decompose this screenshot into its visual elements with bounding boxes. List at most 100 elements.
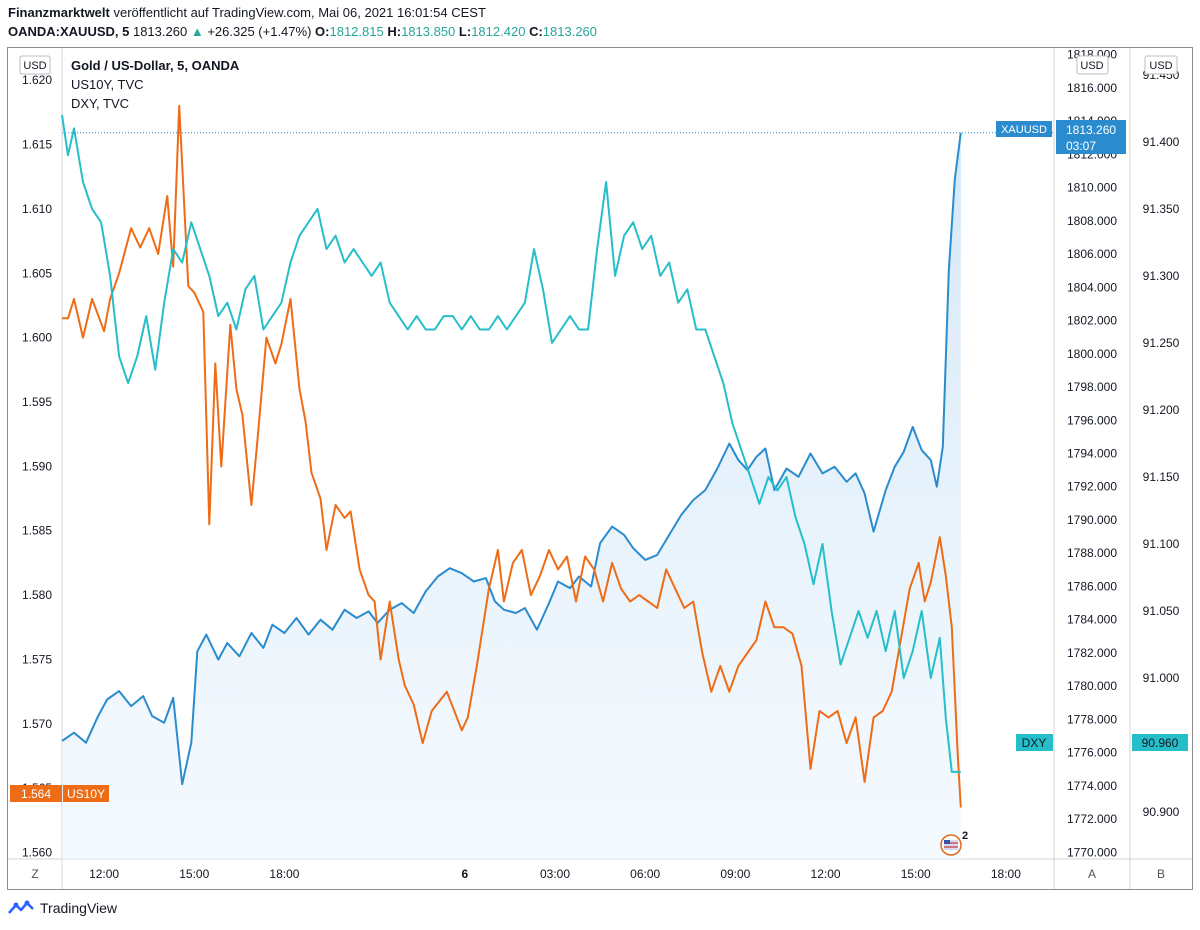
dxy-axis-tick: 91.350 xyxy=(1143,202,1180,216)
xauusd-marker-value: 1813.260 xyxy=(1066,123,1116,137)
us10y-axis-tick: 1.590 xyxy=(22,459,52,473)
us10y-axis-tick: 1.580 xyxy=(22,588,52,602)
xauusd-axis-tick: 1808.000 xyxy=(1067,214,1117,228)
dxy-axis-tick: 91.400 xyxy=(1143,135,1180,149)
low-value: 1812.420 xyxy=(471,24,526,39)
us10y-series-line[interactable] xyxy=(62,104,962,808)
change-value: +26.325 (+1.47%) xyxy=(207,24,312,39)
xauusd-axis-tick: 1810.000 xyxy=(1067,181,1117,195)
time-axis-tick: 03:00 xyxy=(540,867,570,881)
xauusd-area xyxy=(62,132,961,860)
economic-event-icon[interactable]: 2 xyxy=(940,830,968,856)
xauusd-axis-tick: 1788.000 xyxy=(1067,546,1117,560)
high-value: 1813.850 xyxy=(401,24,456,39)
xauusd-axis-tick: 1804.000 xyxy=(1067,280,1117,294)
last-price: 1813.260 xyxy=(132,24,188,39)
dxy-axis-tick: 91.300 xyxy=(1143,269,1180,283)
dxy-axis-tick: 91.150 xyxy=(1143,470,1180,484)
xauusd-axis-tick: 1782.000 xyxy=(1067,646,1117,660)
dxy-price-marker: DXY 90.960 xyxy=(1016,734,1188,751)
time-axis-tick: 6 xyxy=(461,867,468,881)
xauusd-axis-tick: 1780.000 xyxy=(1067,679,1117,693)
us10y-axis-tick: 1.570 xyxy=(22,717,52,731)
left-currency-text: USD xyxy=(23,60,46,72)
xauusd-price-marker: XAUUSD 1813.260 03:07 xyxy=(996,120,1126,154)
dxy-axis-tick: 91.250 xyxy=(1143,336,1180,350)
publisher-name: Finanzmarktwelt xyxy=(8,5,110,20)
dxy-marker-value: 90.960 xyxy=(1142,736,1179,750)
us10y-axis-tick: 1.575 xyxy=(22,652,52,666)
xauusd-axis-tick: 1784.000 xyxy=(1067,613,1117,627)
left-currency-badge[interactable]: USD xyxy=(19,55,51,75)
dxy-axis-tick: 91.000 xyxy=(1143,671,1180,685)
event-count: 2 xyxy=(962,830,968,842)
timezone-button[interactable]: Z xyxy=(31,867,38,881)
open-value: 1812.815 xyxy=(329,24,384,39)
us10y-marker-label: US10Y xyxy=(67,787,105,801)
ohlc-line: OANDA:XAUUSD, 5 1813.260 ▲ +26.325 (+1.4… xyxy=(8,24,597,39)
us10y-price-marker: 1.564 US10Y xyxy=(10,785,109,802)
xauusd-axis-tick: 1802.000 xyxy=(1067,314,1117,328)
change-arrow-icon: ▲ xyxy=(190,24,204,39)
us10y-axis-tick: 1.620 xyxy=(22,73,52,87)
open-label: O: xyxy=(315,24,330,39)
tradingview-logo-icon xyxy=(8,900,34,914)
xauusd-axis-tick: 1776.000 xyxy=(1067,746,1117,760)
us10y-axis-tick: 1.600 xyxy=(22,331,52,345)
xauusd-axis-tick: 1772.000 xyxy=(1067,812,1117,826)
legend-us10y: US10Y, TVC xyxy=(71,77,144,92)
time-axis-tick: 18:00 xyxy=(991,867,1021,881)
footer-brand: TradingView xyxy=(40,900,118,916)
time-axis-tick: 15:00 xyxy=(179,867,209,881)
us10y-axis-tick: 1.610 xyxy=(22,202,52,216)
right-currency-text: USD xyxy=(1080,60,1103,72)
xauusd-axis-tick: 1774.000 xyxy=(1067,779,1117,793)
time-axis-tick: 18:00 xyxy=(269,867,299,881)
close-label: C: xyxy=(529,24,543,39)
xauusd-axis-tick: 1790.000 xyxy=(1067,513,1117,527)
xauusd-axis-tick: 1794.000 xyxy=(1067,447,1117,461)
auto-scale-button[interactable]: A xyxy=(1088,867,1096,881)
dxy-series-line[interactable] xyxy=(61,114,961,773)
xauusd-countdown: 03:07 xyxy=(1066,139,1096,153)
published-text: veröffentlicht auf TradingView.com, Mai … xyxy=(113,5,486,20)
xauusd-axis-tick: 1798.000 xyxy=(1067,380,1117,394)
chart-frame xyxy=(7,47,1193,890)
symbol-label: OANDA:XAUUSD, 5 xyxy=(8,24,130,39)
time-axis-tick: 12:00 xyxy=(89,867,119,881)
dxy-axis-tick: 91.100 xyxy=(1143,537,1180,551)
xauusd-axis-tick: 1806.000 xyxy=(1067,247,1117,261)
footer[interactable]: TradingView xyxy=(8,900,117,916)
us10y-axis-tick: 1.595 xyxy=(22,395,52,409)
us10y-axis-tick: 1.560 xyxy=(22,846,52,860)
right-currency-badge[interactable]: USD xyxy=(1076,55,1109,75)
publish-line: Finanzmarktwelt veröffentlicht auf Tradi… xyxy=(8,5,486,20)
legend-dxy: DXY, TVC xyxy=(71,96,129,111)
time-axis-tick: 09:00 xyxy=(720,867,750,881)
xauusd-axis-tick: 1792.000 xyxy=(1067,480,1117,494)
dxy-axis-tick: 91.200 xyxy=(1143,403,1180,417)
xauusd-axis-tick: 1786.000 xyxy=(1067,579,1117,593)
xauusd-axis-tick: 1770.000 xyxy=(1067,845,1117,859)
dxy-axis-tick: 91.050 xyxy=(1143,604,1180,618)
us10y-axis-tick: 1.605 xyxy=(22,266,52,280)
time-axis-tick: 06:00 xyxy=(630,867,660,881)
xauusd-axis-tick: 1778.000 xyxy=(1067,712,1117,726)
high-label: H: xyxy=(387,24,402,39)
dxy-marker-label: DXY xyxy=(1022,736,1047,750)
xauusd-axis-tick: 1796.000 xyxy=(1067,413,1117,427)
low-label: L: xyxy=(458,24,472,39)
xauusd-marker-label: XAUUSD xyxy=(1001,124,1047,136)
right2-currency-badge[interactable]: USD xyxy=(1144,55,1178,75)
xauusd-series-line[interactable] xyxy=(61,132,962,786)
xauusd-axis-tick: 1816.000 xyxy=(1067,81,1117,95)
us10y-marker-value: 1.564 xyxy=(21,787,51,801)
xauusd-axis-tick: 1800.000 xyxy=(1067,347,1117,361)
legend-main: Gold / US-Dollar, 5, OANDA xyxy=(71,58,240,73)
time-axis-tick: 12:00 xyxy=(811,867,841,881)
us10y-axis-tick: 1.615 xyxy=(22,138,52,152)
right2-scale-button[interactable]: B xyxy=(1157,867,1165,881)
time-axis-tick: 15:00 xyxy=(901,867,931,881)
dxy-axis-tick: 90.900 xyxy=(1143,805,1180,819)
